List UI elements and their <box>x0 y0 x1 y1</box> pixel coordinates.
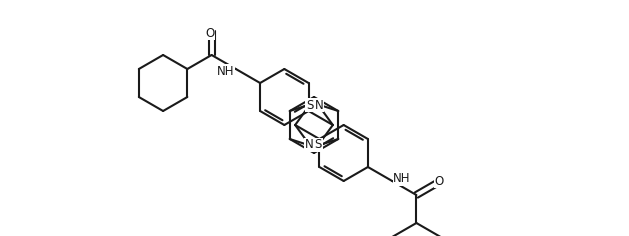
Text: O: O <box>205 27 214 40</box>
Text: NH: NH <box>218 64 235 77</box>
Text: S: S <box>306 99 313 112</box>
Text: N: N <box>314 99 323 112</box>
Text: NH: NH <box>393 173 411 185</box>
Text: O: O <box>435 175 443 188</box>
Text: S: S <box>314 138 322 151</box>
Text: N: N <box>304 138 313 151</box>
